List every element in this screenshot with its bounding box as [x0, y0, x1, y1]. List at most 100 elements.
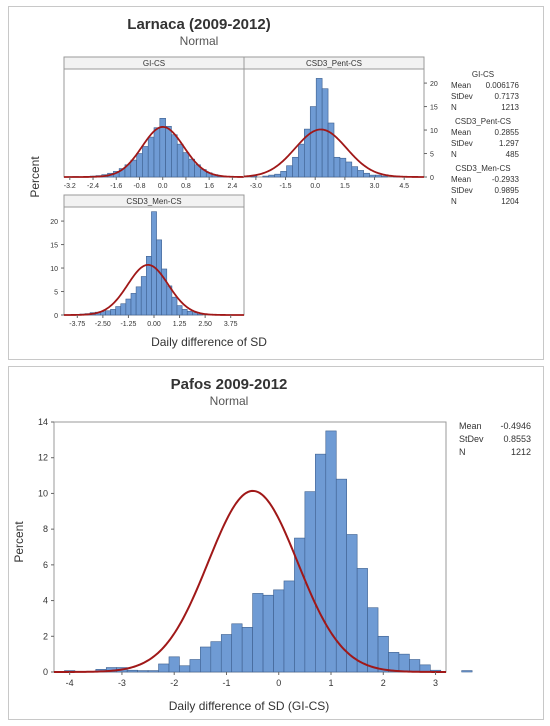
- x-tick-label: 4.5: [399, 183, 409, 190]
- histogram-bar: [356, 568, 368, 673]
- chart-subtitle: Normal: [210, 394, 249, 408]
- histogram-bar: [105, 310, 111, 316]
- histogram-bar: [130, 293, 137, 316]
- histogram-bar: [315, 78, 323, 178]
- y-tick-label: 10: [38, 488, 48, 498]
- histogram-bar: [115, 306, 122, 316]
- normal-curve: [243, 128, 425, 178]
- legend-stat-value: -0.2933: [492, 175, 520, 184]
- legend-stat-label: Mean: [451, 175, 471, 184]
- histogram-bar: [165, 125, 172, 178]
- histogram-bar: [327, 122, 335, 178]
- legend-group-title: GI-CS: [472, 70, 494, 79]
- x-tick-label: -2.4: [87, 183, 99, 190]
- x-tick-label: 1.6: [204, 183, 214, 190]
- histogram-bar: [147, 670, 159, 673]
- x-tick-label: 0.00: [147, 321, 161, 328]
- histogram-bar: [156, 239, 162, 316]
- histogram-bar: [231, 623, 243, 673]
- y-tick-label: 15: [430, 105, 438, 112]
- histogram-bar: [367, 607, 379, 673]
- legend-stat-value: 0.006176: [486, 81, 520, 90]
- histogram-bar: [252, 593, 264, 673]
- histogram-bar: [388, 652, 400, 673]
- histogram-bar: [377, 635, 389, 673]
- histogram-bar: [298, 143, 305, 178]
- histogram-bar: [274, 173, 281, 178]
- legend-stat-value: 0.8553: [503, 434, 531, 444]
- facet-csd3-pent-cs: CSD3_Pent-CS -3.0 -1.5 0.0 1.5 3.0 4.5: [243, 56, 425, 190]
- legend-stat-value: 0.9895: [495, 186, 520, 195]
- histogram-bar: [110, 309, 116, 316]
- histogram-bar: [268, 174, 275, 178]
- histogram-bar: [369, 174, 376, 178]
- legend-stat-label: N: [451, 103, 457, 112]
- x-tick-label: -3.0: [250, 183, 262, 190]
- histogram-bar: [309, 106, 317, 178]
- legend-stat-value: 1212: [511, 447, 531, 457]
- legend-stat-label: N: [451, 150, 457, 159]
- histogram-bar: [147, 136, 155, 178]
- legend-group-title: CSD3_Men-CS: [455, 164, 510, 173]
- histogram-bar: [189, 659, 201, 673]
- histogram-bar: [273, 589, 285, 673]
- histogram-bar: [120, 303, 127, 316]
- histogram-bar: [339, 157, 347, 178]
- histogram-bar: [409, 659, 421, 673]
- x-tick-label: 0.0: [310, 183, 320, 190]
- normal-curve: [64, 263, 244, 316]
- legend-stat-label: StDev: [451, 92, 473, 101]
- histogram-bar: [136, 153, 143, 178]
- histogram-bar: [171, 134, 178, 178]
- histogram-bar: [179, 665, 191, 673]
- histogram-bar: [357, 170, 364, 178]
- histogram-bar: [176, 305, 183, 316]
- x-tick-label: -1.25: [120, 321, 136, 328]
- legend-stat-label: Mean: [451, 128, 471, 137]
- histogram-bar: [286, 165, 293, 178]
- x-tick-label: 0.8: [181, 183, 191, 190]
- histogram-bar: [398, 653, 410, 673]
- y-axis-label: Percent: [12, 521, 26, 563]
- histogram-bar: [171, 296, 178, 316]
- pafos-chart: Pafos 2009-2012 Normal Percent Daily dif…: [12, 376, 531, 713]
- x-tick-label: -3: [118, 678, 126, 688]
- histogram-bar: [241, 627, 253, 673]
- histogram-bar: [137, 670, 149, 673]
- x-tick-label: -0.8: [133, 183, 145, 190]
- x-tick-label: 2: [381, 678, 386, 688]
- normal-curve: [54, 489, 446, 673]
- x-tick-label: -4: [66, 678, 74, 688]
- histogram-bar: [200, 646, 212, 673]
- histogram-bar: [351, 166, 359, 178]
- histogram-bar: [182, 152, 190, 178]
- histogram-bar: [280, 171, 287, 178]
- y-tick-label: 20: [50, 219, 58, 226]
- histogram-bar: [151, 211, 157, 316]
- y-tick-label: 14: [38, 417, 48, 427]
- histogram-bar: [346, 534, 358, 673]
- y-axis-label: Percent: [28, 156, 42, 198]
- normal-curve: [64, 126, 244, 178]
- x-tick-label: -1: [222, 678, 230, 688]
- y-tick-label: 15: [50, 243, 58, 250]
- y-tick-label: 6: [43, 560, 48, 570]
- x-tick-label: 2.50: [198, 321, 212, 328]
- x-tick-label: 0.0: [158, 183, 168, 190]
- legend-group-title: CSD3_Pent-CS: [455, 117, 511, 126]
- histogram-bar: [381, 175, 388, 178]
- histogram-bar: [375, 174, 382, 178]
- histogram-bar: [220, 634, 233, 673]
- larnaca-chart-panel: Larnaca (2009-2012) Normal Percent Daily…: [8, 6, 544, 360]
- x-tick-label: 3.0: [370, 183, 380, 190]
- y-tick-label: 5: [430, 152, 434, 159]
- legend-stat-label: StDev: [451, 186, 473, 195]
- x-tick-label: 3.75: [224, 321, 238, 328]
- facet-label: GI-CS: [143, 59, 165, 68]
- legend-stat-value: 0.2855: [495, 128, 520, 137]
- legend-stat-value: 0.7173: [495, 92, 520, 101]
- x-tick-label: 1.25: [173, 321, 187, 328]
- chart-subtitle: Normal: [180, 34, 219, 48]
- histogram-bar: [262, 175, 270, 178]
- x-tick-label: -2.50: [95, 321, 111, 328]
